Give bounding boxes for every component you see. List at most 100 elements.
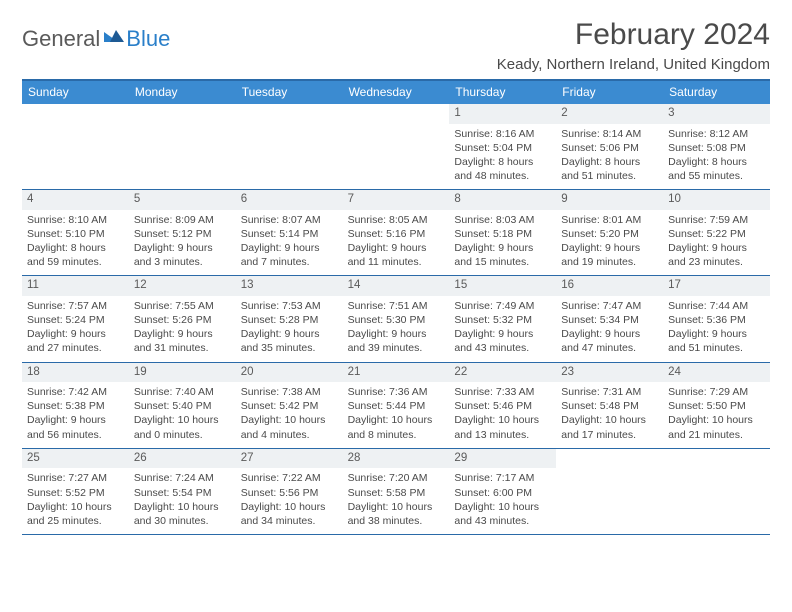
day-info-line: Sunrise: 8:03 AM (454, 213, 551, 227)
day-cell: 19Sunrise: 7:40 AMSunset: 5:40 PMDayligh… (129, 363, 236, 448)
day-cell: . (556, 449, 663, 534)
day-info-line: Daylight: 9 hours (668, 241, 765, 255)
day-info-line: and 48 minutes. (454, 169, 551, 183)
day-info-line: Sunset: 5:30 PM (348, 313, 445, 327)
day-info-line: Sunset: 5:28 PM (241, 313, 338, 327)
day-info-line: Sunset: 5:44 PM (348, 399, 445, 413)
day-cell: 20Sunrise: 7:38 AMSunset: 5:42 PMDayligh… (236, 363, 343, 448)
day-info-line: Sunset: 5:38 PM (27, 399, 124, 413)
day-cell: 16Sunrise: 7:47 AMSunset: 5:34 PMDayligh… (556, 276, 663, 361)
day-info-line: Sunset: 5:36 PM (668, 313, 765, 327)
day-info-line: Sunrise: 7:55 AM (134, 299, 231, 313)
day-info-line: and 56 minutes. (27, 428, 124, 442)
day-info-line: and 19 minutes. (561, 255, 658, 269)
day-info-line: Sunset: 5:26 PM (134, 313, 231, 327)
day-info-line: and 11 minutes. (348, 255, 445, 269)
day-info-line: Sunset: 5:34 PM (561, 313, 658, 327)
day-info-line: Daylight: 8 hours (668, 155, 765, 169)
day-info-line: Daylight: 9 hours (561, 241, 658, 255)
day-info-line: Sunrise: 7:44 AM (668, 299, 765, 313)
day-info-line: Sunset: 5:48 PM (561, 399, 658, 413)
day-cell: 11Sunrise: 7:57 AMSunset: 5:24 PMDayligh… (22, 276, 129, 361)
day-number: 24 (663, 363, 770, 383)
weekday-header: Saturday (663, 81, 770, 104)
weeks-container: ....1Sunrise: 8:16 AMSunset: 5:04 PMDayl… (22, 104, 770, 535)
day-number: 28 (343, 449, 450, 469)
day-cell: 13Sunrise: 7:53 AMSunset: 5:28 PMDayligh… (236, 276, 343, 361)
day-info-line: and 59 minutes. (27, 255, 124, 269)
day-info-line: and 31 minutes. (134, 341, 231, 355)
day-info-line: and 17 minutes. (561, 428, 658, 442)
day-cell: 3Sunrise: 8:12 AMSunset: 5:08 PMDaylight… (663, 104, 770, 189)
week-row: 25Sunrise: 7:27 AMSunset: 5:52 PMDayligh… (22, 449, 770, 535)
day-info-line: Sunrise: 7:22 AM (241, 471, 338, 485)
day-number: 5 (129, 190, 236, 210)
day-number: 6 (236, 190, 343, 210)
day-cell: 21Sunrise: 7:36 AMSunset: 5:44 PMDayligh… (343, 363, 450, 448)
day-number: 14 (343, 276, 450, 296)
day-cell: 4Sunrise: 8:10 AMSunset: 5:10 PMDaylight… (22, 190, 129, 275)
day-info-line: Sunrise: 7:33 AM (454, 385, 551, 399)
day-info-line: and 4 minutes. (241, 428, 338, 442)
day-info-line: Daylight: 10 hours (348, 413, 445, 427)
day-info-line: Sunset: 5:08 PM (668, 141, 765, 155)
day-info-line: Daylight: 9 hours (561, 327, 658, 341)
day-number: 29 (449, 449, 556, 469)
location: Keady, Northern Ireland, United Kingdom (497, 56, 770, 73)
day-cell: 1Sunrise: 8:16 AMSunset: 5:04 PMDaylight… (449, 104, 556, 189)
day-info-line: Sunset: 5:54 PM (134, 486, 231, 500)
day-info-line: Daylight: 9 hours (348, 241, 445, 255)
day-info-line: and 13 minutes. (454, 428, 551, 442)
day-number: 8 (449, 190, 556, 210)
day-info-line: Sunset: 5:22 PM (668, 227, 765, 241)
day-info-line: Daylight: 9 hours (454, 241, 551, 255)
day-cell: 7Sunrise: 8:05 AMSunset: 5:16 PMDaylight… (343, 190, 450, 275)
day-info-line: Daylight: 9 hours (134, 327, 231, 341)
day-info-line: and 39 minutes. (348, 341, 445, 355)
day-info-line: Sunset: 5:20 PM (561, 227, 658, 241)
day-info-line: and 8 minutes. (348, 428, 445, 442)
day-info-line: Sunrise: 7:29 AM (668, 385, 765, 399)
day-number: 11 (22, 276, 129, 296)
day-cell: 18Sunrise: 7:42 AMSunset: 5:38 PMDayligh… (22, 363, 129, 448)
day-info-line: Sunrise: 7:27 AM (27, 471, 124, 485)
day-cell: 6Sunrise: 8:07 AMSunset: 5:14 PMDaylight… (236, 190, 343, 275)
day-number: 26 (129, 449, 236, 469)
day-info-line: and 47 minutes. (561, 341, 658, 355)
day-info-line: Daylight: 10 hours (134, 413, 231, 427)
day-info-line: Sunrise: 7:59 AM (668, 213, 765, 227)
day-info-line: Sunset: 5:50 PM (668, 399, 765, 413)
day-number: 16 (556, 276, 663, 296)
day-info-line: Sunset: 5:56 PM (241, 486, 338, 500)
logo-text-general: General (22, 26, 100, 52)
day-info-line: Sunset: 5:16 PM (348, 227, 445, 241)
day-number: 1 (449, 104, 556, 124)
week-row: ....1Sunrise: 8:16 AMSunset: 5:04 PMDayl… (22, 104, 770, 190)
day-cell: 27Sunrise: 7:22 AMSunset: 5:56 PMDayligh… (236, 449, 343, 534)
weekday-header: Thursday (449, 81, 556, 104)
day-cell: 10Sunrise: 7:59 AMSunset: 5:22 PMDayligh… (663, 190, 770, 275)
day-number: 21 (343, 363, 450, 383)
week-row: 11Sunrise: 7:57 AMSunset: 5:24 PMDayligh… (22, 276, 770, 362)
day-cell: 5Sunrise: 8:09 AMSunset: 5:12 PMDaylight… (129, 190, 236, 275)
day-info-line: Sunrise: 8:12 AM (668, 127, 765, 141)
day-number: 7 (343, 190, 450, 210)
day-info-line: Sunrise: 7:24 AM (134, 471, 231, 485)
day-info-line: Daylight: 9 hours (668, 327, 765, 341)
day-number: 19 (129, 363, 236, 383)
day-info-line: Sunset: 5:52 PM (27, 486, 124, 500)
day-info-line: Daylight: 10 hours (27, 500, 124, 514)
month-title: February 2024 (497, 18, 770, 52)
day-info-line: Sunset: 5:42 PM (241, 399, 338, 413)
day-info-line: Sunrise: 7:20 AM (348, 471, 445, 485)
day-info-line: Sunset: 5:46 PM (454, 399, 551, 413)
day-cell: 26Sunrise: 7:24 AMSunset: 5:54 PMDayligh… (129, 449, 236, 534)
day-info-line: Sunrise: 7:38 AM (241, 385, 338, 399)
weekday-row: SundayMondayTuesdayWednesdayThursdayFrid… (22, 81, 770, 104)
day-info-line: Daylight: 9 hours (241, 327, 338, 341)
day-info-line: and 43 minutes. (454, 341, 551, 355)
header: General Blue February 2024 Keady, Northe… (22, 18, 770, 73)
day-info-line: Daylight: 10 hours (454, 413, 551, 427)
day-cell: 25Sunrise: 7:27 AMSunset: 5:52 PMDayligh… (22, 449, 129, 534)
day-cell: 24Sunrise: 7:29 AMSunset: 5:50 PMDayligh… (663, 363, 770, 448)
